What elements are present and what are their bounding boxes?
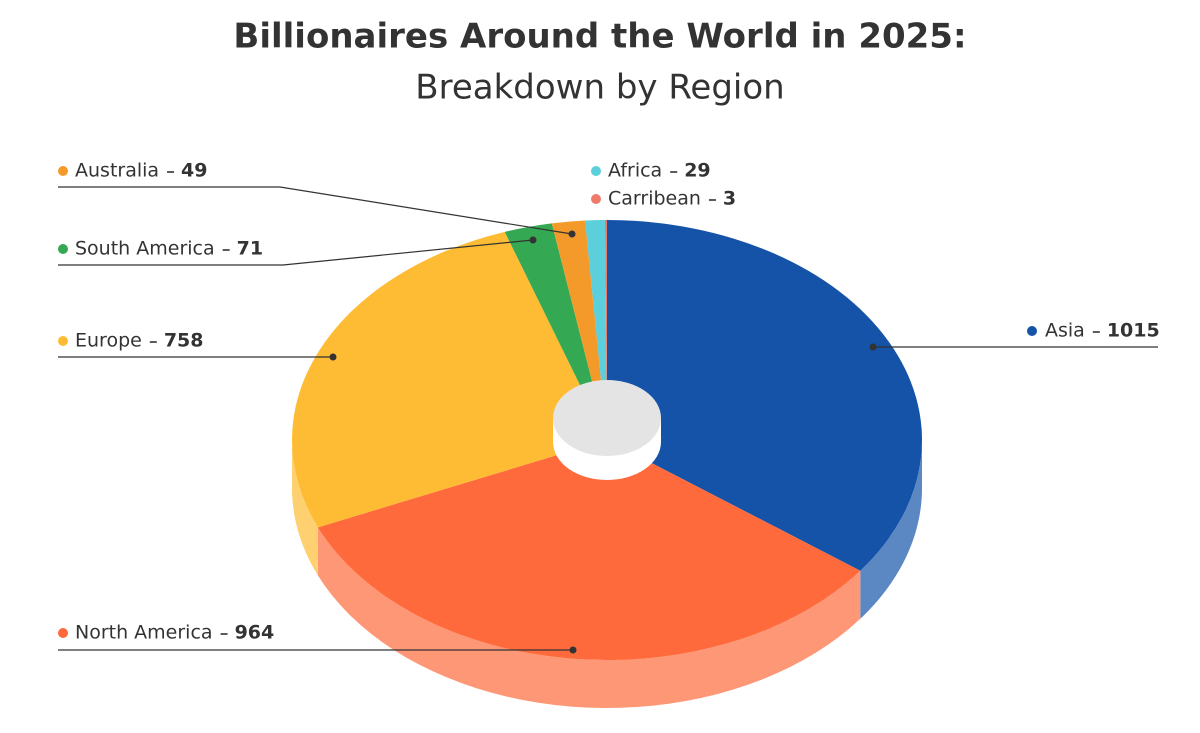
- value-label: 71: [237, 238, 263, 260]
- category-label: South America: [75, 238, 215, 260]
- slice: [292, 231, 607, 528]
- slice: [607, 220, 922, 571]
- leader-dot: [569, 646, 577, 654]
- leader-dot: [869, 343, 877, 351]
- category-label: Europe: [75, 330, 142, 352]
- category-label: Asia: [1045, 320, 1085, 342]
- value-label: 758: [164, 330, 204, 352]
- value-label: 29: [684, 160, 710, 182]
- legend-dot: [58, 336, 68, 346]
- leader-dot: [329, 353, 337, 361]
- slice-side: [860, 440, 922, 619]
- leader-line: [58, 239, 534, 266]
- slice-side: [292, 440, 318, 576]
- legend-dot: [1027, 326, 1037, 336]
- legend-dot: [58, 244, 68, 254]
- legend-dot: [58, 166, 68, 176]
- value-label: 49: [181, 160, 207, 182]
- category-label: Africa: [608, 160, 662, 182]
- legend-dot: [591, 194, 601, 204]
- value-label: 964: [235, 622, 275, 644]
- category-label: Australia: [75, 160, 159, 182]
- slice-side: [317, 527, 861, 708]
- pie-hole: [553, 380, 661, 480]
- slice: [317, 440, 861, 661]
- chart-title: Billionaires Around the World in 2025:: [233, 17, 966, 57]
- pie-sides: [292, 440, 922, 708]
- value-label: 3: [723, 188, 736, 210]
- category-label: North America: [75, 622, 213, 644]
- labels: Asia 1015 North America 964 Europe 758 South A…: [58, 160, 1160, 654]
- legend-dot: [58, 628, 68, 638]
- category-label: Carribean: [608, 188, 701, 210]
- leader-dot: [568, 230, 576, 238]
- hole-top: [553, 380, 661, 456]
- legend-dot: [591, 166, 601, 176]
- leader-line: [58, 186, 573, 235]
- chart-subtitle: Breakdown by Region: [415, 68, 784, 108]
- value-label: 1015: [1107, 320, 1160, 342]
- leader-dot: [529, 236, 537, 244]
- pie-tops: [292, 220, 922, 661]
